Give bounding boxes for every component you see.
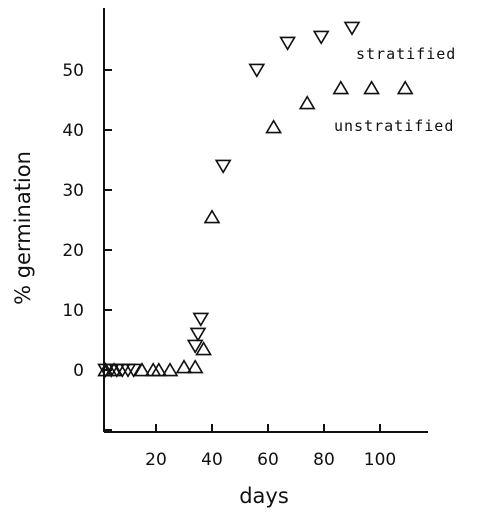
x-tick-label: 80 (313, 450, 335, 470)
marker-unstratified-1 (105, 362, 123, 377)
axes: 20 40 60 80 100 0 10 20 30 40 50 (62, 8, 428, 470)
series-label-stratified: stratified (356, 45, 456, 63)
y-ticks: 0 10 20 30 40 50 (62, 61, 112, 431)
marker-unstratified-5 (161, 362, 179, 377)
marker-stratified-12 (312, 30, 330, 45)
x-tick-label: 20 (145, 450, 167, 470)
marker-stratified-10 (248, 63, 266, 78)
marker-unstratified-4 (150, 362, 168, 377)
marker-stratified-7 (189, 327, 207, 342)
marker-unstratified-6 (175, 359, 193, 374)
y-tick-label: 30 (62, 181, 84, 201)
marker-unstratified-11 (298, 95, 316, 110)
marker-unstratified-0 (97, 362, 114, 377)
x-axis-title: days (239, 484, 289, 508)
x-ticks: 20 40 60 80 100 (145, 424, 396, 470)
x-tick-label: 40 (201, 450, 223, 470)
data-markers (97, 21, 414, 378)
marker-unstratified-14 (396, 80, 414, 95)
marker-unstratified-7 (186, 359, 204, 374)
x-tick-label: 60 (257, 450, 279, 470)
y-tick-label: 50 (62, 61, 84, 81)
marker-unstratified-9 (203, 209, 221, 224)
marker-stratified-5 (125, 363, 142, 378)
marker-stratified-13 (343, 21, 361, 36)
marker-unstratified-13 (363, 80, 380, 95)
series-label-unstratified: unstratified (334, 117, 454, 135)
y-axis-title: % germination (11, 151, 35, 305)
y-tick-label: 10 (62, 301, 84, 321)
marker-stratified-9 (214, 159, 232, 174)
x-tick-label: 100 (364, 450, 396, 470)
marker-stratified-8 (192, 312, 210, 327)
marker-unstratified-10 (265, 119, 282, 134)
marker-unstratified-8 (195, 341, 212, 356)
marker-unstratified-2 (133, 362, 151, 377)
marker-unstratified-12 (332, 80, 350, 95)
marker-stratified-6 (186, 339, 204, 354)
y-tick-label: 0 (73, 361, 84, 381)
marker-stratified-11 (279, 36, 296, 51)
y-tick-label: 40 (62, 121, 84, 141)
y-tick-label: 20 (62, 241, 84, 261)
